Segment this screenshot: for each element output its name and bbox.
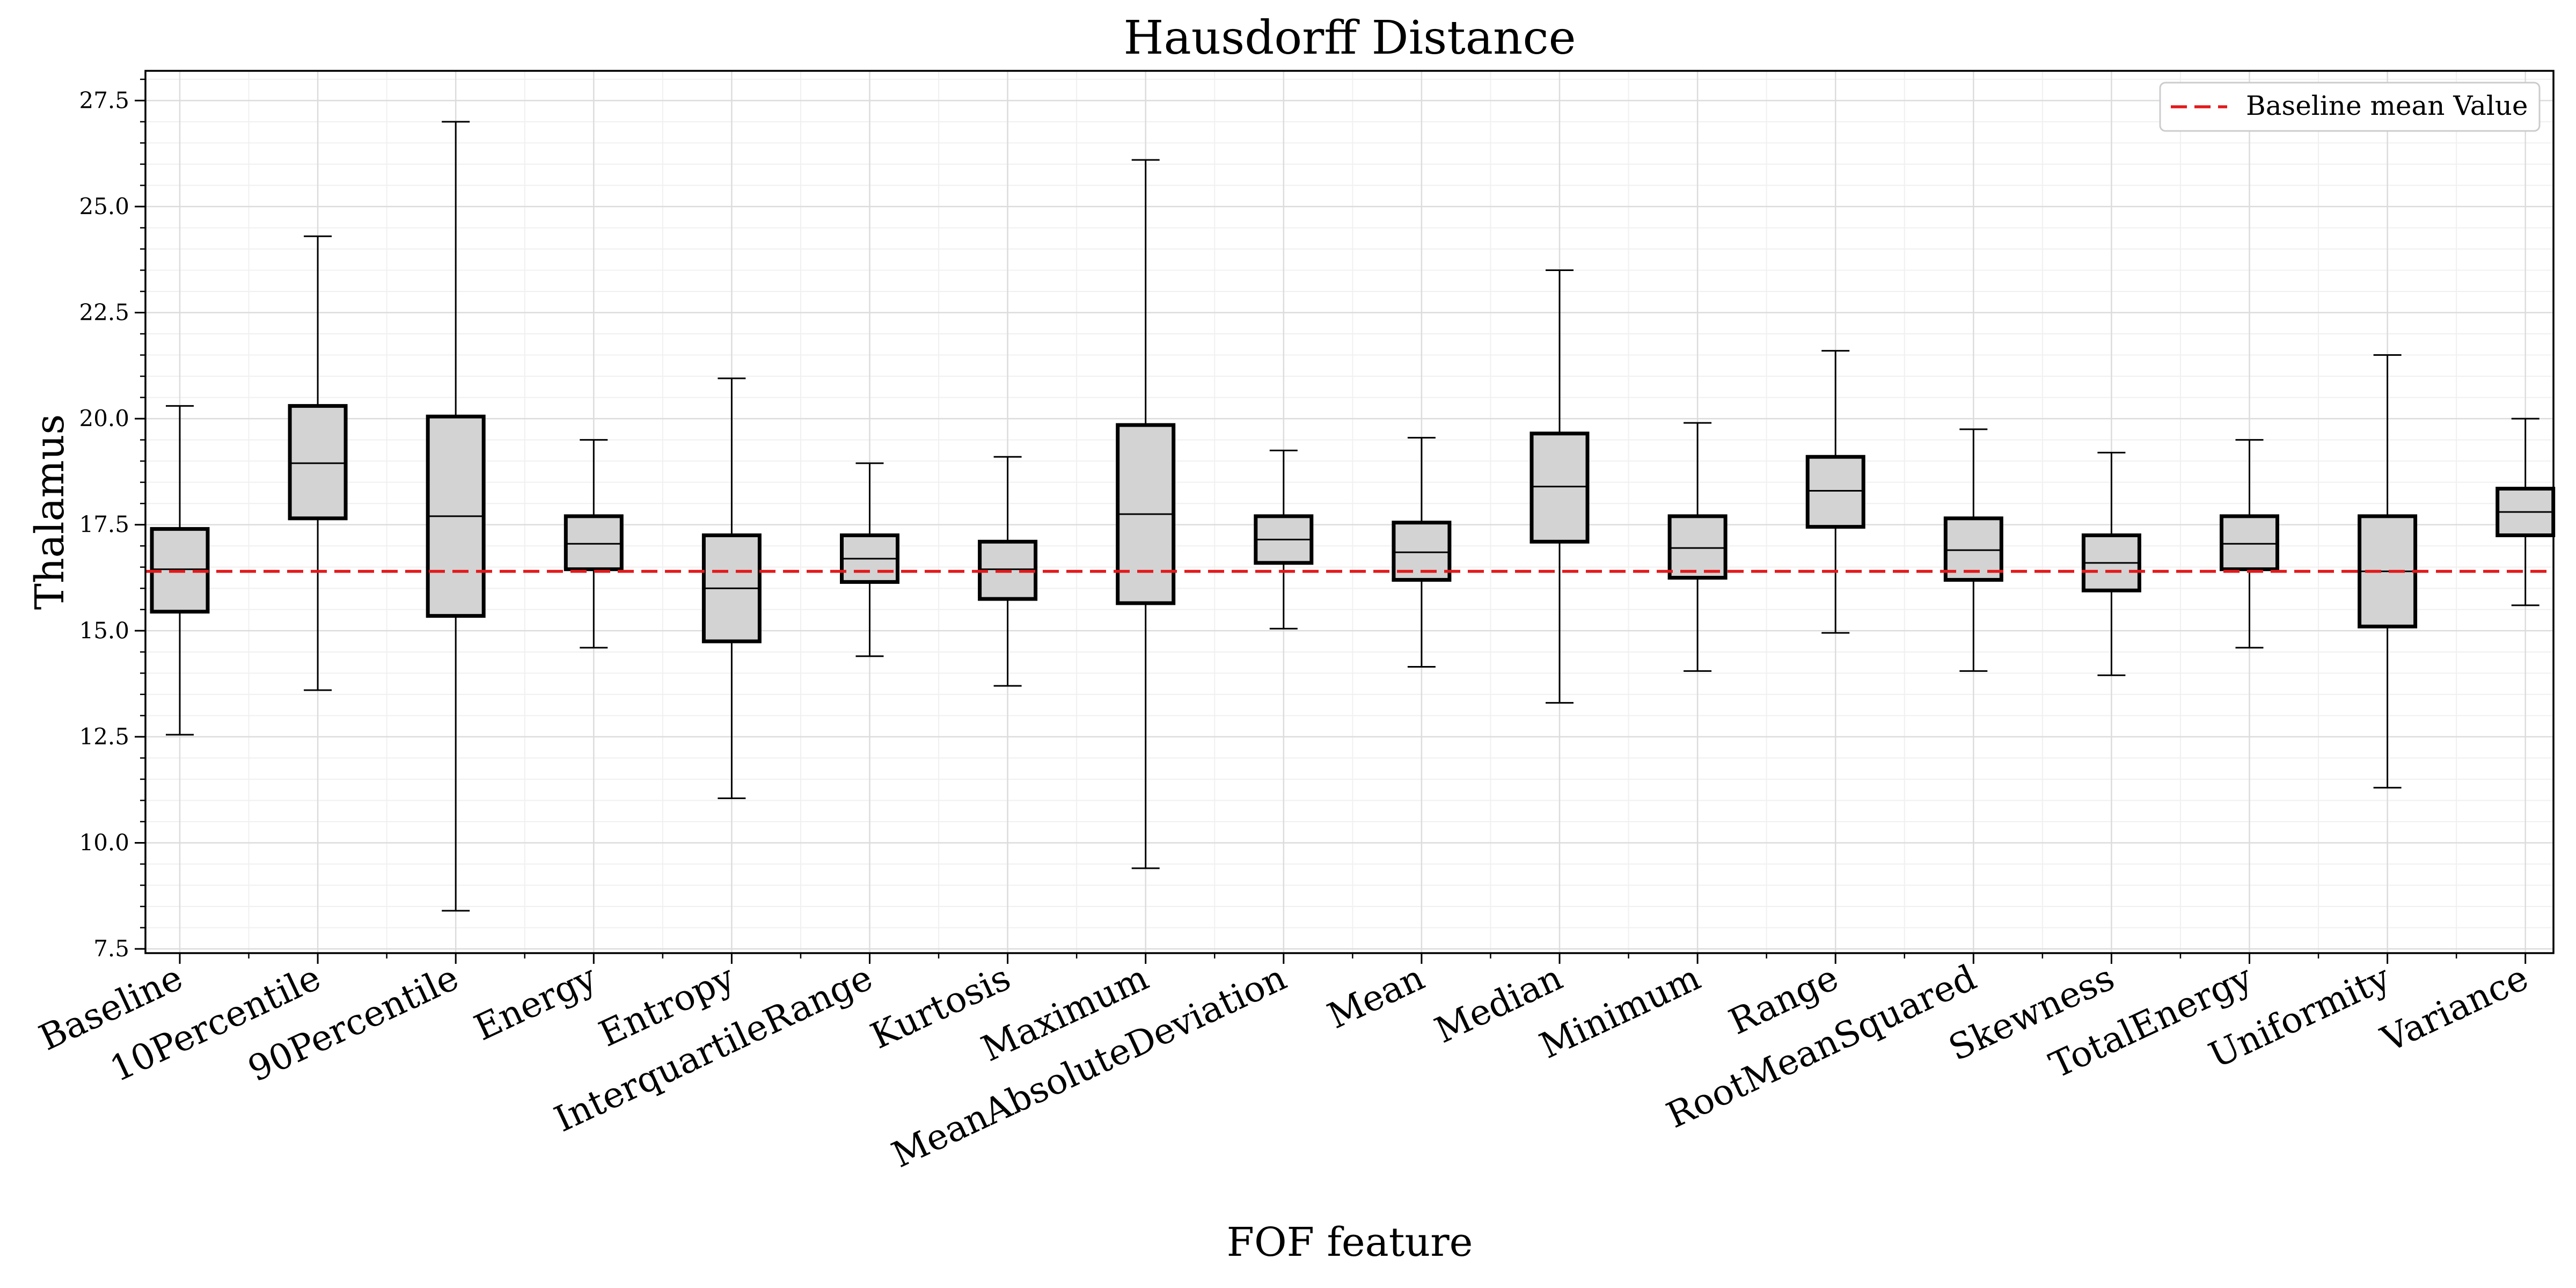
box-group bbox=[288, 235, 348, 691]
box-group bbox=[1667, 422, 1728, 672]
box-group bbox=[1943, 428, 2003, 672]
box-group bbox=[1116, 159, 1176, 869]
box bbox=[1529, 431, 1590, 544]
chart-title: Hausdorff Distance bbox=[1123, 11, 1576, 65]
legend-box bbox=[2159, 82, 2541, 132]
y-tick-label: 7.5 bbox=[93, 935, 129, 962]
y-tick-label: 12.5 bbox=[79, 723, 129, 750]
box-group bbox=[564, 439, 624, 649]
box-group bbox=[1254, 449, 1314, 630]
y-tick-label: 10.0 bbox=[79, 830, 129, 856]
box-group bbox=[2220, 439, 2279, 649]
y-tick-label: 27.5 bbox=[79, 87, 129, 113]
y-tick-label: 22.5 bbox=[79, 299, 129, 326]
box bbox=[288, 404, 348, 521]
y-tick-label: 17.5 bbox=[79, 511, 129, 538]
legend-label: Baseline mean Value bbox=[2246, 90, 2528, 121]
box-group bbox=[840, 462, 899, 657]
plot-frame bbox=[144, 70, 2555, 954]
y-tick-label: 20.0 bbox=[79, 405, 129, 431]
box bbox=[1667, 514, 1728, 580]
box-group bbox=[701, 377, 762, 800]
legend: Baseline mean Value bbox=[2159, 82, 2541, 132]
box bbox=[2220, 514, 2279, 572]
box-group bbox=[2081, 451, 2141, 676]
box bbox=[564, 514, 624, 572]
y-axis-label: Thalamus bbox=[27, 414, 73, 610]
box-group bbox=[2496, 418, 2556, 606]
box-group bbox=[1805, 350, 1865, 634]
plot-area bbox=[145, 71, 2553, 953]
y-tick-label: 25.0 bbox=[79, 193, 129, 219]
x-axis-label: FOF feature bbox=[1227, 1219, 1473, 1265]
grid bbox=[145, 71, 2553, 953]
box bbox=[1805, 455, 1865, 529]
box bbox=[1943, 516, 2003, 582]
y-tick-label: 15.0 bbox=[79, 617, 129, 643]
box-group bbox=[1529, 269, 1590, 704]
box-group bbox=[426, 121, 486, 912]
